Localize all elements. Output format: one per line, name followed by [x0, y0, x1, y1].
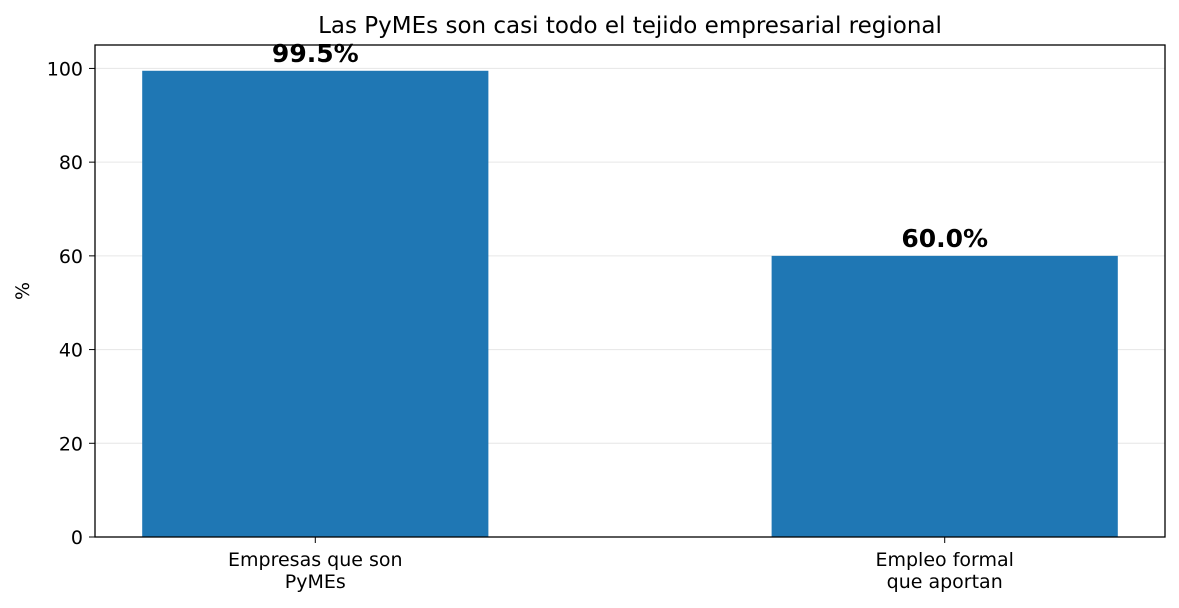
y-axis-label: % — [12, 282, 34, 300]
y-tick-label: 0 — [71, 527, 83, 549]
bar — [771, 255, 1118, 537]
x-tick-label: Empresas que son PyMEs — [228, 549, 403, 593]
x-tick-label: Empleo formal que aportan — [875, 549, 1013, 593]
y-tick-label: 100 — [47, 58, 83, 80]
plot-frame — [94, 44, 1166, 538]
bar — [142, 70, 489, 538]
y-tick-label: 20 — [59, 433, 83, 455]
y-tick-label: 40 — [59, 340, 83, 362]
y-tick-label: 80 — [59, 152, 83, 174]
chart-title: Las PyMEs son casi todo el tejido empres… — [318, 13, 942, 39]
value-label: 60.0% — [901, 224, 988, 253]
y-tick-label: 60 — [59, 246, 83, 268]
value-label: 99.5% — [272, 39, 359, 68]
